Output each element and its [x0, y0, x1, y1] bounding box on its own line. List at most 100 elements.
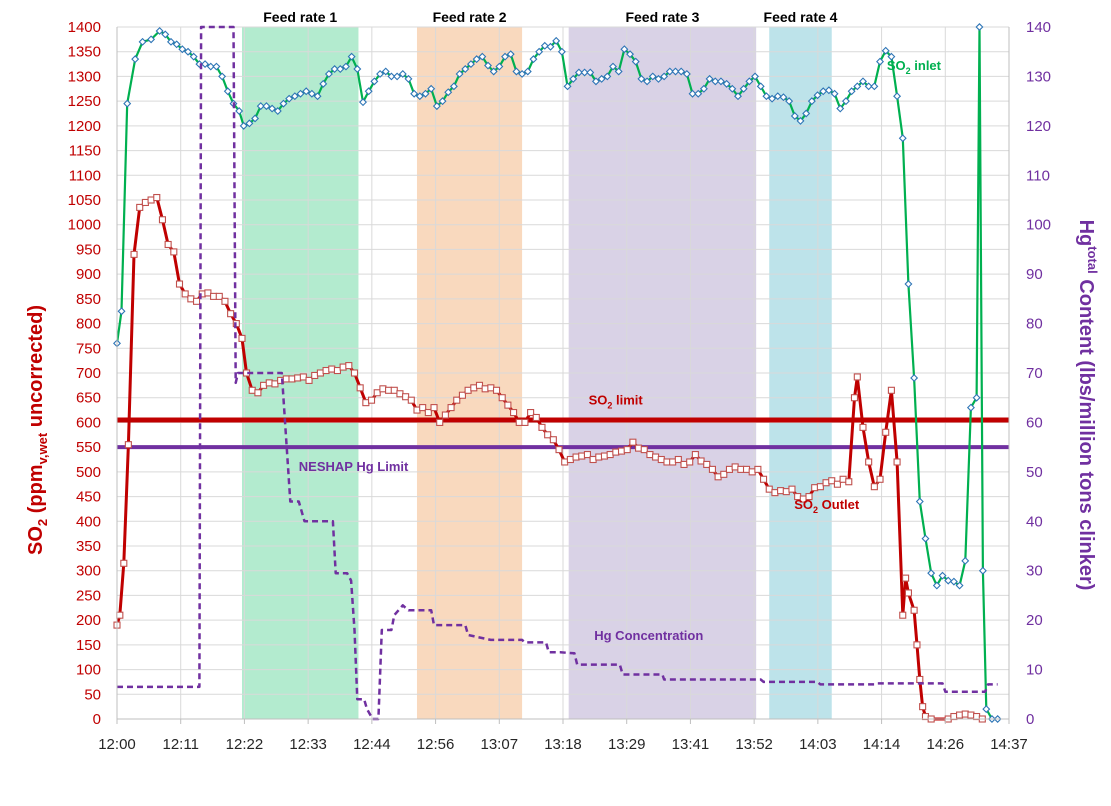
y-left-tick-label: 1250 — [68, 93, 101, 110]
x-tick-label: 12:00 — [98, 736, 136, 753]
y-left-tick-label: 900 — [76, 266, 101, 283]
so2-outlet-marker — [578, 452, 586, 460]
feed-rate-label-1: Feed rate 1 — [263, 9, 337, 25]
so2-outlet-marker — [561, 458, 569, 466]
so2-inlet-marker — [296, 89, 305, 98]
so2-outlet-marker — [538, 423, 546, 431]
so2-outlet-marker — [367, 396, 376, 404]
so2-outlet-marker — [606, 451, 614, 459]
x-tick-label: 13:29 — [608, 736, 646, 753]
y-left-tick-label: 800 — [76, 316, 101, 333]
y-left-tick-label: 300 — [76, 563, 101, 580]
so2-inlet-marker — [189, 52, 198, 61]
so2-inlet-marker — [688, 89, 697, 98]
so2-outlet-marker — [221, 297, 229, 305]
so2-outlet-marker — [192, 297, 201, 305]
y-right-tick-label: 110 — [1026, 167, 1050, 184]
so2-inlet-marker — [728, 84, 737, 93]
x-tick-label: 12:11 — [162, 736, 198, 753]
so2-inlet-marker — [449, 82, 458, 91]
so2-inlet-marker — [785, 97, 794, 106]
series-line-2 — [117, 25, 998, 721]
so2-outlet-marker — [181, 290, 189, 298]
so2-inlet-marker — [648, 72, 657, 81]
so2-inlet-marker — [184, 47, 192, 56]
so2-outlet-marker — [396, 390, 404, 398]
so2-inlet-marker — [398, 69, 407, 78]
y-left-tick-label: 150 — [76, 637, 101, 654]
x-tick-label: 14:26 — [927, 736, 965, 753]
so2-inlet-marker — [756, 82, 765, 91]
so2-outlet-marker — [961, 710, 969, 718]
so2-outlet-marker — [887, 386, 895, 394]
so2-outlet-marker — [402, 393, 410, 401]
so2-inlet-marker — [166, 37, 175, 46]
so2-outlet-marker — [510, 408, 518, 417]
so2-outlet-marker — [612, 448, 620, 456]
so2-outlet-marker — [572, 453, 580, 461]
so2-outlet-marker — [120, 559, 128, 567]
so2-outlet-marker — [532, 413, 540, 422]
so2-inlet-marker — [290, 92, 299, 101]
so2-outlet-marker — [916, 675, 924, 684]
so2-outlet-marker — [731, 463, 739, 471]
so2-outlet-marker — [782, 488, 790, 496]
so2-outlet-marker — [811, 484, 819, 492]
axes: 0501001502002503003504004505005506006507… — [68, 19, 1051, 753]
so2-outlet-marker — [544, 431, 552, 439]
y-right-tick-label: 10 — [1026, 662, 1043, 679]
so2-inlet-marker — [893, 92, 902, 101]
so2-outlet-marker — [904, 589, 912, 597]
so2-inlet-marker — [574, 68, 583, 77]
so2-outlet-marker — [913, 641, 921, 649]
y-right-tick-label: 50 — [1026, 464, 1043, 481]
so2-inlet-marker — [563, 82, 572, 91]
so2-outlet-marker — [419, 404, 427, 412]
so2-inlet-marker — [535, 47, 544, 56]
so2-inlet-marker — [910, 373, 919, 382]
so2-outlet-marker — [215, 292, 223, 300]
so2-outlet-marker — [299, 373, 307, 381]
so2-inlet-marker — [404, 74, 413, 83]
y-right-tick-label: 90 — [1026, 266, 1043, 283]
so2-inlet-marker — [364, 87, 373, 96]
so2-outlet-marker — [859, 423, 867, 431]
so2-outlet-marker — [566, 455, 574, 464]
so2-outlet-marker — [238, 334, 246, 342]
feed-rate-label-2: Feed rate 2 — [433, 9, 507, 25]
so2-outlet-marker — [130, 250, 138, 258]
so2-outlet-marker — [657, 455, 665, 464]
so2-inlet-marker — [319, 79, 328, 88]
so2-inlet-marker — [347, 52, 356, 61]
so2-outlet-marker — [555, 446, 563, 454]
so2-outlet-marker — [116, 611, 124, 619]
so2-inlet-marker — [694, 89, 703, 98]
so2-inlet-marker — [324, 69, 333, 78]
so2-outlet-marker — [816, 483, 824, 491]
so2-inlet-marker — [415, 92, 424, 101]
so2-inlet-marker — [643, 77, 652, 86]
so2-inlet-marker — [603, 72, 612, 81]
so2-outlet-marker — [742, 465, 751, 473]
so2-inlet-marker — [235, 107, 244, 116]
so2-outlet-marker — [515, 418, 523, 426]
so2-outlet-marker — [492, 386, 501, 394]
so2-inlet-marker — [201, 60, 210, 69]
so2-outlet-marker — [288, 375, 296, 383]
so2-inlet-marker — [466, 60, 475, 69]
y-left-tick-label: 1050 — [68, 192, 101, 209]
so2-outlet-marker — [379, 385, 387, 393]
so2-inlet-marker — [779, 93, 788, 102]
so2-inlet-marker — [218, 72, 227, 81]
x-tick-label: 14:14 — [863, 736, 901, 753]
so2-inlet-marker — [762, 92, 771, 101]
x-tick-label: 12:44 — [353, 736, 391, 753]
so2-outlet-marker — [475, 381, 484, 389]
x-tick-label: 13:07 — [481, 736, 519, 753]
so2-outlet-marker — [697, 457, 705, 465]
so2-outlet-marker — [504, 401, 512, 409]
so2-outlet-marker — [850, 394, 859, 402]
feed-rate-bands: Feed rate 1 Feed rate 2 Feed rate 3 Feed ra… — [241, 9, 838, 719]
so2-inlet-marker — [927, 569, 936, 578]
so2-outlet-marker — [674, 455, 682, 464]
